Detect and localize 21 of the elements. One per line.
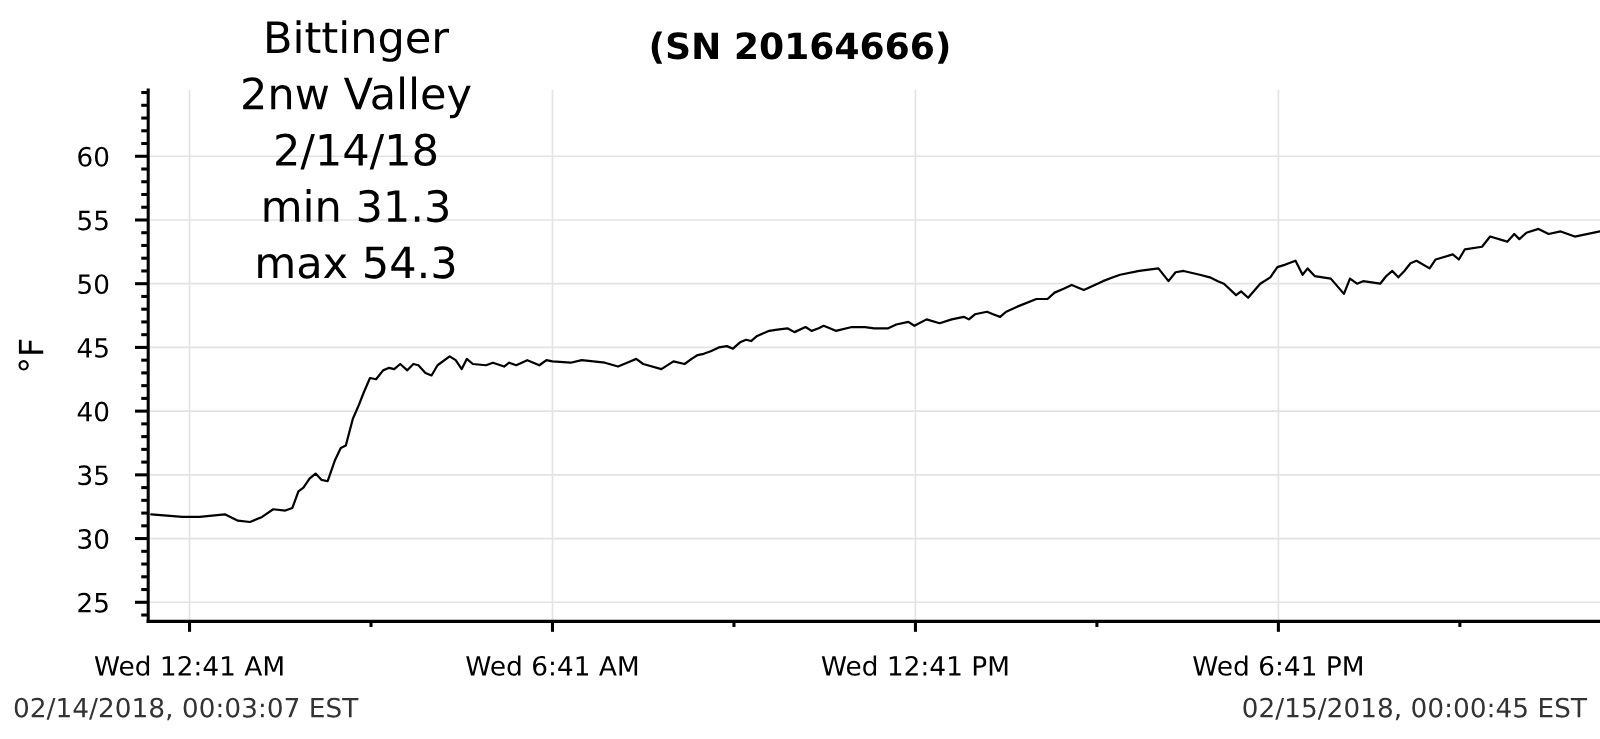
y-tick-label: 55 [78, 210, 108, 231]
y-tick-label: 50 [78, 274, 109, 295]
y-axis-title: °F [18, 339, 44, 371]
x-tick-label: Wed 12:41 AM [94, 655, 283, 676]
y-tick-label: 35 [78, 465, 108, 486]
y-tick-label: 30 [78, 529, 109, 549]
text: Bittinger [267, 20, 450, 62]
annotation: 2/14/18 [276, 133, 437, 170]
y-tick-label: 25 [78, 592, 108, 613]
text: 02/14/2018, 00:03:07 EST [14, 697, 359, 721]
annotation: min 31.3 [264, 189, 448, 223]
x-tick-label: Wed 6:41 PM [1193, 655, 1362, 676]
x-tick-label: Wed 12:41 PM [821, 655, 1008, 676]
annotation: 2nw Valley [243, 76, 471, 119]
y-tick-label: 60 [78, 146, 109, 167]
chart-title: (SN 20164666) [651, 31, 949, 64]
y-tick-label: 45 [77, 338, 108, 358]
annotation: max 54.3 [258, 246, 455, 279]
y-tick-label: 40 [77, 401, 109, 422]
text: 02/15/2018, 00:00:45 EST [1243, 697, 1588, 721]
x-tick-label: Wed 6:41 AM [466, 655, 638, 676]
